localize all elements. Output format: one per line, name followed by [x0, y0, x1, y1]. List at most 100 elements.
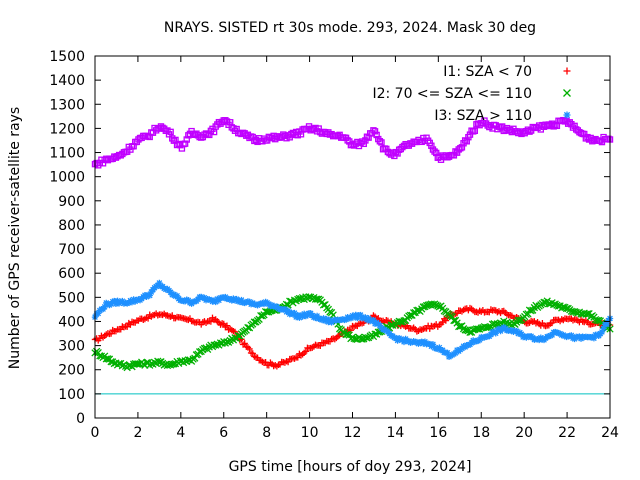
x-tick-label: 8	[262, 425, 271, 441]
y-tick-label: 1500	[49, 49, 85, 65]
data-point	[495, 123, 503, 130]
data-point	[101, 303, 108, 311]
y-tick-label: 500	[58, 290, 85, 306]
data-point	[453, 149, 461, 156]
data-point	[95, 310, 102, 317]
data-point	[463, 138, 470, 145]
data-point	[133, 360, 141, 368]
data-point	[468, 127, 475, 134]
data-point	[550, 123, 557, 130]
data-point	[439, 319, 446, 326]
data-point	[291, 309, 298, 317]
data-point	[365, 134, 372, 141]
chart-title: NRAYS. SISTED rt 30s mode. 293, 2024. Ma…	[164, 20, 536, 36]
legend-label: I2: 70 <= SZA <= 110	[372, 86, 532, 102]
data-point	[563, 67, 571, 75]
x-tick-label: 10	[301, 425, 319, 441]
x-tick-label: 6	[219, 425, 228, 441]
data-point	[130, 142, 137, 150]
data-point	[223, 322, 231, 329]
data-point	[320, 315, 327, 322]
data-point	[370, 316, 377, 324]
legend-label: I1: SZA < 70	[443, 64, 532, 80]
data-point	[356, 335, 365, 343]
data-point	[378, 139, 385, 146]
data-point	[436, 344, 443, 351]
data-point	[294, 132, 301, 139]
y-tick-label: 600	[58, 266, 85, 282]
data-point	[590, 335, 598, 342]
data-point	[144, 315, 152, 322]
data-point	[598, 328, 606, 336]
data-point	[522, 310, 530, 319]
y-tick-label: 1300	[49, 97, 85, 113]
data-point	[156, 279, 163, 287]
data-point	[135, 136, 142, 143]
series-1	[91, 304, 614, 370]
y-tick-label: 700	[58, 242, 85, 258]
data-point	[170, 137, 178, 144]
data-point	[207, 318, 215, 325]
data-point	[241, 340, 248, 347]
data-point	[444, 349, 451, 357]
data-point	[461, 137, 469, 144]
data-point	[526, 128, 533, 135]
data-point	[181, 140, 189, 147]
data-point	[212, 298, 219, 306]
data-point	[223, 118, 231, 125]
data-point	[560, 116, 567, 124]
data-point	[365, 315, 372, 322]
y-tick-label: 1100	[49, 146, 85, 162]
series-4	[91, 116, 614, 169]
data-point	[195, 348, 204, 356]
data-point	[452, 349, 459, 357]
data-point	[376, 322, 384, 329]
y-tick-label: 1400	[49, 73, 85, 89]
data-point	[476, 336, 483, 344]
data-point	[466, 131, 474, 138]
data-point	[577, 129, 585, 137]
series-3	[91, 279, 614, 361]
y-tick-label: 400	[58, 314, 85, 330]
data-point	[284, 307, 292, 314]
data-point	[605, 135, 612, 143]
data-point	[107, 330, 115, 337]
x-tick-label: 24	[601, 425, 619, 441]
legend-label: I3: SZA > 110	[434, 108, 532, 124]
y-tick-label: 900	[58, 194, 85, 210]
data-point	[442, 317, 450, 324]
data-point	[376, 138, 384, 145]
data-point	[370, 127, 377, 134]
data-point	[564, 120, 572, 127]
data-point	[400, 338, 408, 346]
data-point	[312, 124, 319, 132]
data-point	[146, 292, 153, 299]
data-point	[111, 297, 118, 305]
data-point	[563, 111, 571, 119]
data-point	[281, 305, 289, 313]
y-tick-label: 300	[58, 339, 85, 355]
data-point	[323, 315, 330, 323]
x-tick-label: 20	[515, 425, 533, 441]
data-point	[456, 322, 464, 331]
data-point	[183, 136, 190, 143]
data-point	[231, 328, 239, 336]
data-point	[178, 145, 186, 152]
data-point	[217, 120, 224, 127]
data-point	[299, 313, 306, 320]
series-2	[91, 293, 614, 372]
x-tick-label: 2	[133, 425, 142, 441]
data-point	[143, 132, 150, 140]
y-tick-label: 1200	[49, 121, 85, 137]
data-point	[568, 332, 575, 339]
data-point	[238, 296, 245, 304]
data-point	[563, 89, 571, 97]
series-layer	[91, 116, 614, 372]
data-point	[478, 333, 485, 341]
data-point	[418, 138, 425, 146]
data-point	[354, 314, 361, 322]
x-tick-label: 4	[176, 425, 185, 441]
data-point	[357, 311, 364, 319]
data-point	[128, 298, 136, 306]
